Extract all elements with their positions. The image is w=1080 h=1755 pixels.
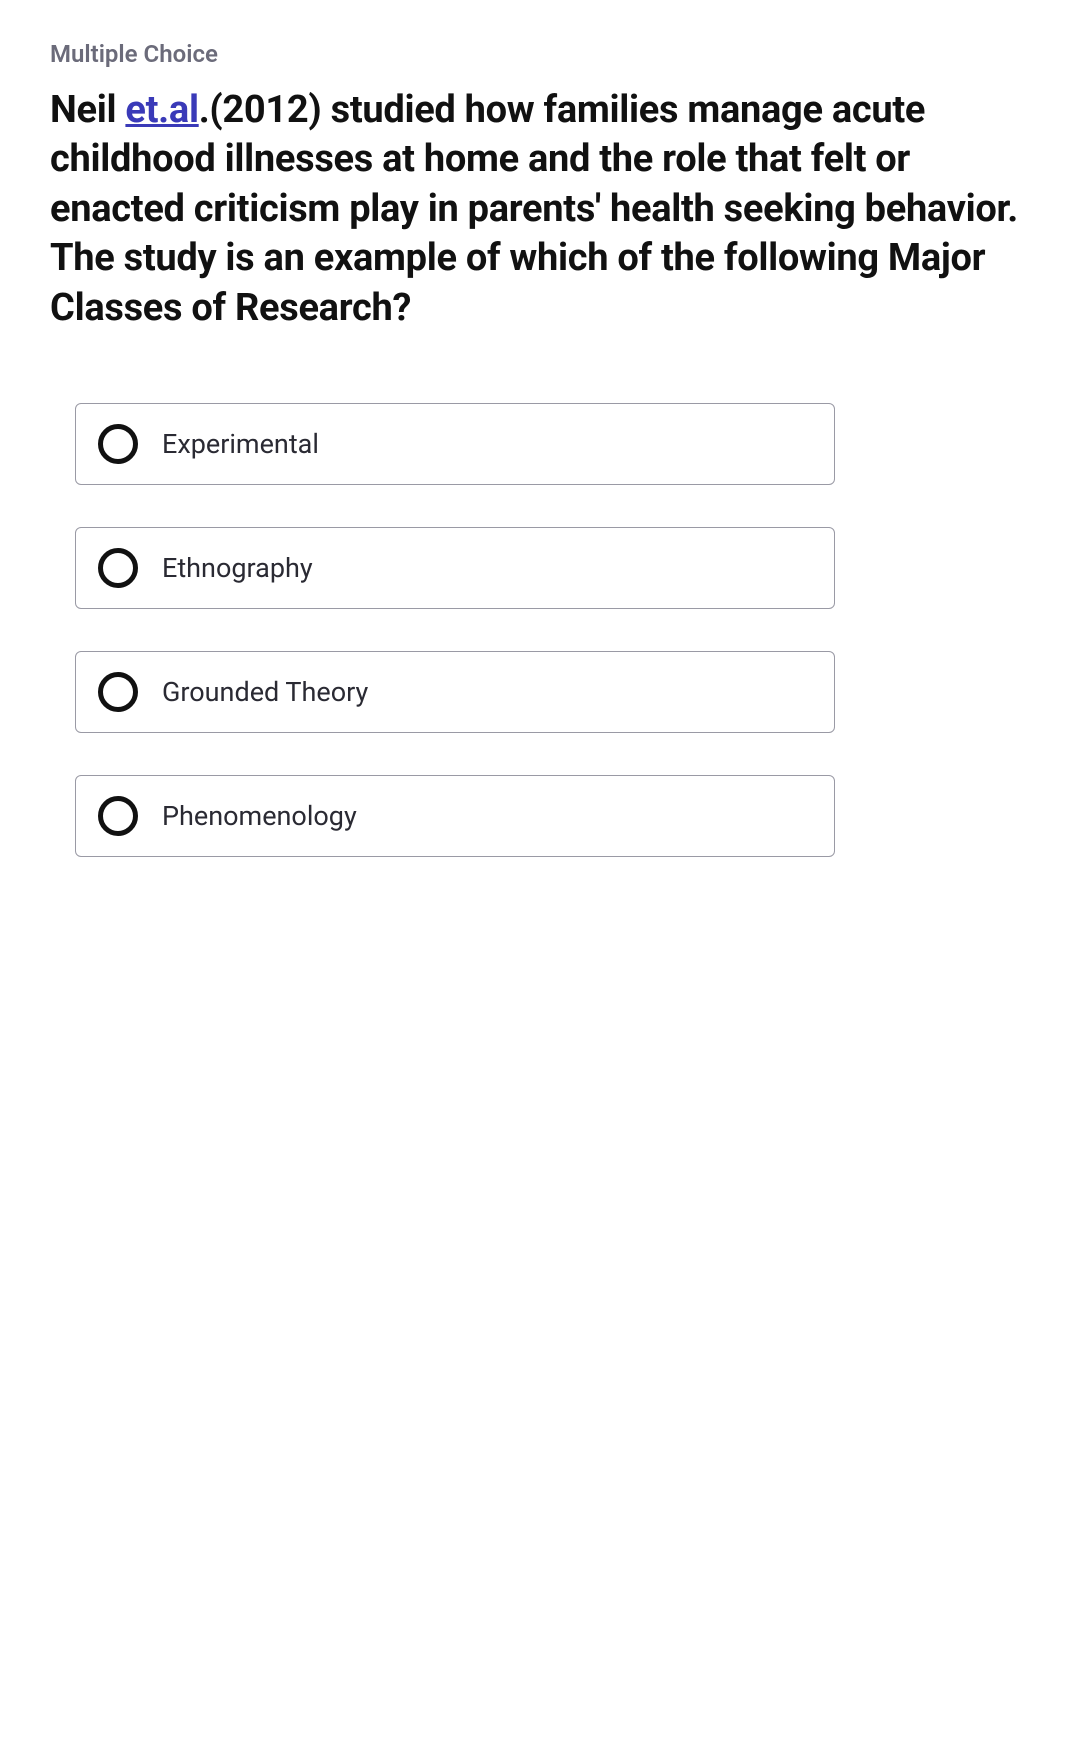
question-text-prefix: Neil [50,88,125,132]
radio-icon [98,672,138,712]
question-text: Neil et.al.(2012) studied how families m… [50,86,1030,333]
option-phenomenology[interactable]: Phenomenology [75,775,835,857]
radio-icon [98,548,138,588]
option-experimental[interactable]: Experimental [75,403,835,485]
options-container: Experimental Ethnography Grounded Theory… [50,403,1030,857]
radio-icon [98,424,138,464]
option-grounded-theory[interactable]: Grounded Theory [75,651,835,733]
option-label: Phenomenology [162,800,357,832]
question-type-label: Multiple Choice [50,40,1030,68]
citation-link[interactable]: et.al [125,88,198,132]
option-label: Grounded Theory [162,676,368,708]
option-ethnography[interactable]: Ethnography [75,527,835,609]
option-label: Ethnography [162,552,313,584]
option-label: Experimental [162,428,319,460]
radio-icon [98,796,138,836]
